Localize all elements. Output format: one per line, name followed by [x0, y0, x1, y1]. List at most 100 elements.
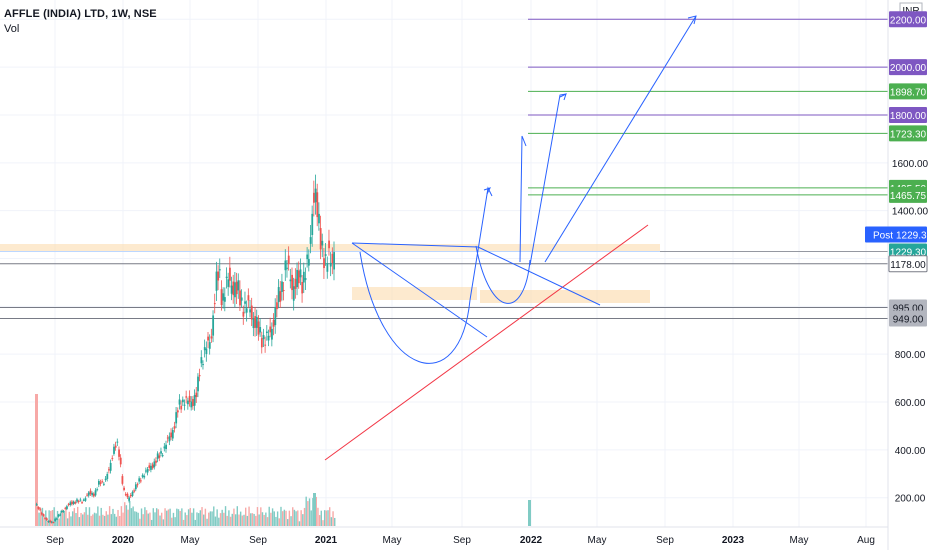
candle-body — [267, 335, 270, 341]
volume-bar — [208, 512, 210, 526]
volume-bar — [135, 511, 138, 526]
candle-body — [282, 290, 285, 292]
candle-body — [129, 494, 132, 497]
volume-bar — [248, 506, 250, 526]
candle-body — [126, 493, 129, 498]
volume-bar — [181, 508, 183, 526]
volume-bar — [192, 508, 195, 526]
candle-body — [234, 282, 236, 298]
volume-bar — [166, 510, 168, 526]
volume-bar — [53, 507, 55, 526]
volume-bar — [127, 509, 129, 526]
candle-body — [224, 297, 226, 302]
price-tag-label: 1723.30 — [890, 129, 927, 140]
x-tick-label: Aug — [857, 535, 875, 546]
volume-bar — [231, 513, 233, 526]
candle-body — [190, 401, 193, 408]
candle-body — [215, 271, 218, 291]
candle-body — [185, 396, 188, 398]
volume-bar — [71, 511, 74, 526]
candle-body — [207, 336, 209, 341]
arrow-head — [559, 93, 567, 101]
volume-bar — [110, 514, 112, 526]
volume-bar — [199, 510, 202, 526]
volume-bar — [329, 507, 331, 526]
volume-bar — [157, 509, 160, 526]
candle-body — [153, 461, 156, 468]
volume-bar — [60, 510, 62, 526]
candle-body — [237, 280, 240, 291]
volume-bar — [246, 515, 249, 526]
volume-bar — [78, 517, 81, 526]
candle-body — [39, 508, 41, 510]
volume-bar — [253, 513, 255, 526]
candle-body — [57, 514, 60, 517]
price-tag-label: 1178.00 — [890, 260, 926, 271]
volume-bar — [288, 510, 291, 526]
candle-body — [94, 490, 97, 496]
x-tick-label: Sep — [453, 535, 471, 546]
candle-body — [276, 302, 278, 310]
volume-bar — [189, 507, 191, 526]
candle-body — [166, 437, 169, 439]
price-tag — [889, 59, 927, 76]
candle-body — [260, 338, 263, 348]
volume-bar — [120, 506, 123, 526]
volume-bar — [142, 514, 144, 526]
volume-bar — [255, 515, 257, 526]
candle-body — [292, 286, 295, 301]
volume-bar — [98, 515, 101, 526]
candle-body — [79, 499, 82, 501]
volume-bar — [95, 513, 97, 526]
candle-body — [123, 487, 125, 490]
volume-bar — [182, 519, 185, 526]
volume-bar — [528, 500, 531, 526]
x-tick-label: 2020 — [112, 535, 135, 546]
volume-bar — [293, 509, 296, 526]
volume-bar — [174, 517, 176, 526]
y-tick-label: 800.00 — [895, 350, 926, 361]
target-arrow-1 — [469, 186, 493, 301]
horizontal-levels — [0, 18, 888, 320]
candle-body — [308, 259, 310, 266]
target-arrow-4 — [544, 15, 697, 263]
volume-bar — [322, 520, 324, 526]
candle-body — [301, 281, 304, 294]
candle-body — [297, 270, 300, 284]
price-tags: 2200.002000.001898.701800.001723.301495.… — [865, 11, 932, 327]
volume-bar — [298, 521, 301, 526]
candle-body — [59, 514, 62, 516]
volume-bar — [234, 514, 237, 526]
volume-bar-spike — [35, 394, 38, 526]
price-tag — [889, 83, 927, 100]
candle-body — [250, 305, 253, 320]
price-tag — [889, 11, 927, 28]
candle-body — [40, 512, 43, 515]
target-arrow-2 — [519, 135, 527, 263]
supply-zone — [0, 244, 660, 252]
volume-bar — [103, 515, 106, 526]
demand-zone — [352, 287, 477, 300]
volume-bar — [83, 512, 86, 526]
post-tag-label: Post — [873, 230, 893, 241]
volume-bar — [223, 512, 225, 526]
volume-bar — [179, 510, 181, 526]
candle-body — [302, 271, 305, 283]
x-tick-label: 2023 — [722, 535, 745, 546]
volume-bar — [290, 516, 292, 526]
volume-bar — [139, 518, 141, 526]
volume-bar — [276, 511, 279, 526]
volume-bar — [48, 510, 50, 526]
volume-bar — [325, 510, 328, 526]
candle-body — [249, 309, 251, 313]
volume-bar — [167, 509, 170, 526]
price-tag — [889, 310, 927, 327]
volume-bar — [283, 509, 286, 526]
candle-body — [138, 478, 141, 482]
volume-bar — [65, 506, 67, 526]
candle-body — [101, 481, 104, 483]
candle-body — [87, 492, 90, 496]
trendline-red — [324, 224, 649, 461]
